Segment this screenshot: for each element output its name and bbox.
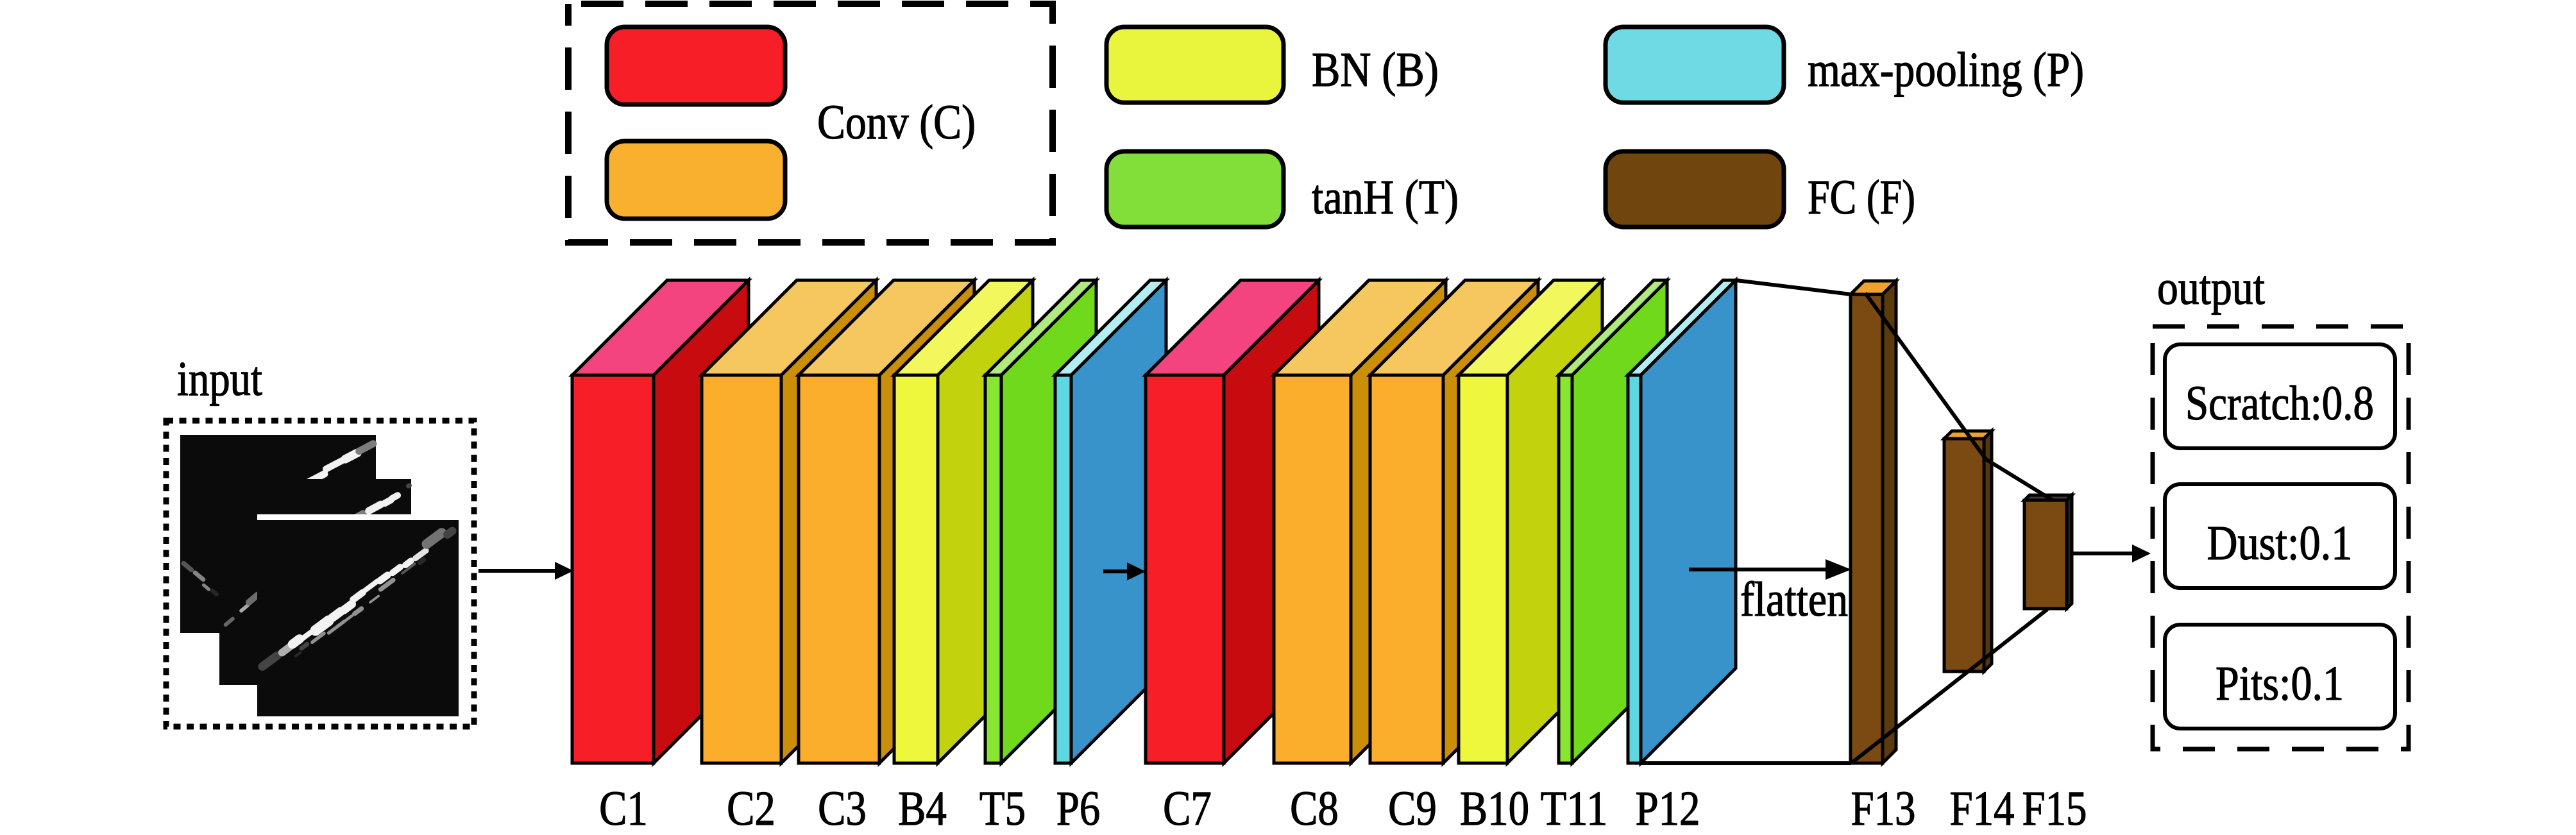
svg-text:C2: C2 [727, 782, 775, 835]
svg-text:P6: P6 [1056, 782, 1101, 835]
svg-text:C8: C8 [1290, 782, 1339, 835]
svg-text:C7: C7 [1163, 782, 1212, 835]
svg-text:BN (B): BN (B) [1312, 43, 1439, 97]
svg-text:T5: T5 [979, 782, 1026, 835]
svg-text:Pits:0.1: Pits:0.1 [2216, 657, 2344, 711]
svg-text:B4: B4 [898, 782, 947, 835]
svg-text:C1: C1 [599, 782, 648, 835]
svg-text:max-pooling (P): max-pooling (P) [1808, 43, 2084, 97]
svg-text:C9: C9 [1388, 782, 1437, 835]
svg-text:output: output [2157, 261, 2265, 315]
svg-text:C3: C3 [818, 782, 867, 835]
svg-text:Scratch:0.8: Scratch:0.8 [2185, 376, 2374, 430]
svg-text:flatten: flatten [1740, 573, 1848, 627]
svg-text:F15: F15 [2022, 782, 2087, 835]
svg-text:B10: B10 [1460, 782, 1529, 835]
svg-text:tanH (T): tanH (T) [1312, 171, 1459, 224]
svg-text:F13: F13 [1851, 782, 1915, 835]
svg-text:Dust:0.1: Dust:0.1 [2207, 516, 2353, 570]
svg-text:T11: T11 [1541, 782, 1608, 835]
svg-text:FC (F): FC (F) [1808, 171, 1915, 224]
svg-text:input: input [177, 352, 262, 406]
svg-text:Conv (C): Conv (C) [817, 96, 976, 149]
svg-text:P12: P12 [1635, 782, 1700, 835]
svg-text:F14: F14 [1949, 782, 2014, 835]
